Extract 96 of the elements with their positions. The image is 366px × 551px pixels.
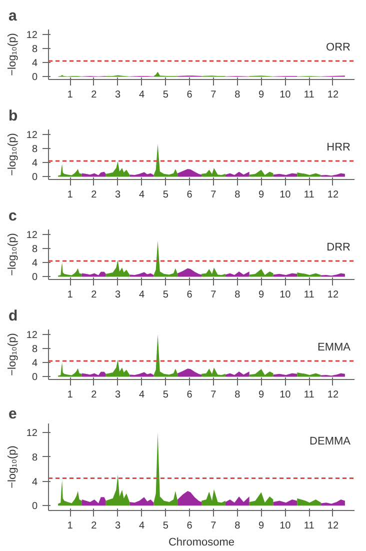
- x-tick-label: 3: [115, 90, 122, 100]
- x-axis-title: Chromosome: [168, 536, 235, 548]
- x-tick-label: 10: [280, 290, 292, 300]
- x-tick-label: 9: [258, 290, 264, 300]
- y-tick-label: 4: [32, 258, 38, 270]
- x-tick-label: 4: [138, 190, 145, 200]
- x-tick-label: 5: [162, 290, 169, 300]
- x-tick-label: 12: [327, 290, 339, 300]
- x-tick-label: 4: [138, 90, 145, 100]
- x-tick-label: 12: [327, 190, 339, 200]
- x-tick-label: 6: [186, 90, 193, 100]
- x-tick-label: 8: [234, 520, 241, 532]
- x-tick-label: 11: [304, 520, 315, 532]
- y-tick-label: 4: [32, 358, 38, 370]
- y-tick-label: 12: [26, 130, 38, 142]
- x-tick-label: 1: [67, 90, 74, 100]
- y-axis-title: −log₁₀(p): [6, 233, 18, 276]
- y-tick-label: 0: [32, 372, 38, 384]
- x-tick-label: 10: [280, 190, 292, 200]
- y-tick-label: 4: [32, 476, 38, 488]
- x-tick-label: 4: [138, 290, 145, 300]
- x-tick-label: 5: [162, 90, 169, 100]
- x-tick-label: 7: [210, 290, 217, 300]
- chart-title: a: [8, 8, 18, 24]
- x-tick-label: 9: [258, 190, 264, 200]
- y-axis-title: −log₁₀(p): [6, 33, 18, 76]
- y-tick-label: 12: [26, 30, 38, 42]
- annotation: ORR: [326, 42, 351, 54]
- x-tick-label: 3: [115, 520, 122, 532]
- annotation: DEMMA: [310, 436, 352, 448]
- x-tick-label: 2: [91, 90, 98, 100]
- x-tick-label: 4: [138, 390, 145, 400]
- y-tick-label: 8: [32, 344, 38, 356]
- x-tick-label: 11: [304, 90, 315, 100]
- x-tick-label: 2: [91, 520, 98, 532]
- y-tick-label: 0: [32, 172, 38, 184]
- x-tick-label: 5: [162, 520, 169, 532]
- x-tick-label: 5: [162, 390, 169, 400]
- chart-title: b: [8, 108, 18, 124]
- x-tick-label: 2: [91, 290, 98, 300]
- x-tick-label: 8: [234, 90, 241, 100]
- y-axis-title: −log₁₀(p): [6, 133, 18, 176]
- chart-title: c: [8, 208, 17, 224]
- x-tick-label: 6: [186, 190, 193, 200]
- x-tick-label: 7: [210, 520, 217, 532]
- y-tick-label: 4: [32, 158, 38, 170]
- x-tick-label: 2: [91, 190, 98, 200]
- x-tick-label: 6: [186, 520, 193, 532]
- x-tick-label: 12: [327, 90, 339, 100]
- y-tick-label: 4: [32, 58, 38, 70]
- x-tick-label: 8: [234, 190, 241, 200]
- x-tick-label: 3: [115, 390, 122, 400]
- x-tick-label: 8: [234, 290, 241, 300]
- x-tick-label: 1: [67, 190, 74, 200]
- annotation: HRR: [326, 142, 351, 154]
- annotation: EMMA: [318, 342, 352, 354]
- y-tick-label: 0: [32, 272, 38, 284]
- annotation: DRR: [326, 242, 351, 254]
- x-tick-label: 1: [67, 390, 74, 400]
- x-tick-label: 11: [304, 190, 315, 200]
- x-tick-label: 2: [91, 390, 98, 400]
- x-tick-label: 3: [115, 190, 122, 200]
- chart-title: e: [8, 406, 17, 422]
- x-tick-label: 9: [258, 90, 264, 100]
- x-tick-label: 11: [304, 390, 315, 400]
- x-tick-label: 6: [186, 390, 193, 400]
- x-tick-label: 7: [210, 390, 217, 400]
- y-tick-label: 12: [26, 230, 38, 242]
- x-tick-label: 10: [280, 520, 292, 532]
- x-tick-label: 1: [67, 520, 74, 532]
- x-tick-label: 7: [210, 90, 217, 100]
- y-tick-label: 0: [32, 72, 38, 84]
- x-tick-label: 9: [258, 520, 264, 532]
- y-tick-label: 8: [32, 44, 38, 56]
- y-axis-title: −log₁₀(p): [6, 446, 18, 488]
- x-tick-label: 11: [304, 290, 315, 300]
- x-tick-label: 8: [234, 390, 241, 400]
- y-tick-label: 8: [32, 452, 38, 464]
- x-tick-label: 10: [280, 390, 292, 400]
- x-tick-label: 7: [210, 190, 217, 200]
- y-axis-title: −log₁₀(p): [6, 333, 18, 376]
- x-tick-label: 5: [162, 190, 169, 200]
- x-tick-label: 3: [115, 290, 122, 300]
- x-tick-label: 9: [258, 390, 264, 400]
- chart-title: d: [8, 308, 18, 324]
- x-tick-label: 6: [186, 290, 193, 300]
- x-tick-label: 1: [67, 290, 74, 300]
- x-tick-label: 4: [138, 520, 145, 532]
- x-tick-label: 12: [327, 390, 339, 400]
- y-tick-label: 12: [26, 428, 38, 440]
- y-tick-label: 8: [32, 244, 38, 256]
- y-tick-label: 12: [26, 330, 38, 342]
- y-tick-label: 8: [32, 144, 38, 156]
- x-tick-label: 10: [280, 90, 292, 100]
- x-tick-label: 12: [327, 520, 339, 532]
- y-tick-label: 0: [32, 501, 38, 512]
